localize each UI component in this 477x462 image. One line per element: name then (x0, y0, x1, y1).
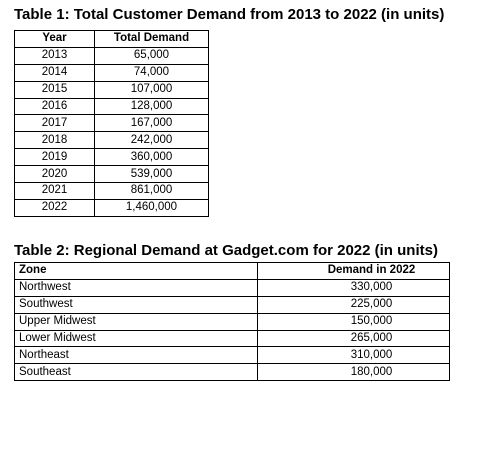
year-column-header: Year (14, 30, 95, 48)
table-row: 2020 539,000 (14, 165, 209, 184)
regional-demand-table: Zone Demand in 2022 Northwest 330,000 So… (14, 262, 450, 382)
zone-cell: Lower Midwest (14, 329, 258, 348)
demand-cell: 330,000 (257, 278, 450, 297)
year-cell: 2018 (14, 131, 95, 150)
table-row: 2021 861,000 (14, 182, 209, 200)
zone-cell: Northwest (14, 278, 258, 297)
year-cell: 2015 (14, 80, 95, 99)
year-cell: 2013 (14, 46, 95, 65)
table1-title: Table 1: Total Customer Demand from 2013… (14, 6, 445, 23)
year-cell: 2022 (14, 198, 95, 217)
customer-demand-table: Year Total Demand 2013 65,000 2014 74,00… (14, 30, 209, 217)
table-row: 2018 242,000 (14, 131, 209, 150)
demand-cell: 74,000 (94, 63, 209, 82)
table-row: 2016 128,000 (14, 97, 209, 116)
table-row: Lower Midwest 265,000 (14, 329, 450, 348)
table-header-row: Zone Demand in 2022 (14, 262, 450, 280)
year-cell: 2020 (14, 165, 95, 184)
table-row: Southeast 180,000 (14, 363, 450, 382)
zone-cell: Southwest (14, 295, 258, 314)
zone-cell: Southeast (14, 363, 258, 382)
demand-cell: 310,000 (257, 346, 450, 365)
table-row: 2017 167,000 (14, 114, 209, 133)
table-row: Southwest 225,000 (14, 295, 450, 314)
year-cell: 2019 (14, 148, 95, 167)
year-cell: 2016 (14, 97, 95, 116)
table-header-row: Year Total Demand (14, 30, 209, 48)
table-row: 2019 360,000 (14, 148, 209, 167)
table-row: 2014 74,000 (14, 63, 209, 82)
demand-cell: 539,000 (94, 165, 209, 184)
demand-2022-column-header: Demand in 2022 (257, 262, 450, 280)
year-cell: 2017 (14, 114, 95, 133)
demand-cell: 225,000 (257, 295, 450, 314)
demand-cell: 150,000 (257, 312, 450, 331)
table-row: Northwest 330,000 (14, 278, 450, 297)
year-cell: 2014 (14, 63, 95, 82)
demand-cell: 265,000 (257, 329, 450, 348)
table2-title: Table 2: Regional Demand at Gadget.com f… (14, 242, 438, 259)
demand-cell: 65,000 (94, 46, 209, 65)
demand-cell: 107,000 (94, 80, 209, 99)
zone-column-header: Zone (14, 262, 258, 280)
total-demand-column-header: Total Demand (94, 30, 209, 48)
demand-cell: 861,000 (94, 182, 209, 200)
zone-cell: Upper Midwest (14, 312, 258, 331)
table-row: 2022 1,460,000 (14, 198, 209, 217)
demand-cell: 180,000 (257, 363, 450, 382)
table-row: Upper Midwest 150,000 (14, 312, 450, 331)
demand-cell: 128,000 (94, 97, 209, 116)
demand-cell: 167,000 (94, 114, 209, 133)
year-cell: 2021 (14, 182, 95, 200)
table-row: 2013 65,000 (14, 46, 209, 65)
table-row: 2015 107,000 (14, 80, 209, 99)
zone-cell: Northeast (14, 346, 258, 365)
table-row: Northeast 310,000 (14, 346, 450, 365)
demand-cell: 360,000 (94, 148, 209, 167)
demand-cell: 1,460,000 (94, 198, 209, 217)
demand-cell: 242,000 (94, 131, 209, 150)
